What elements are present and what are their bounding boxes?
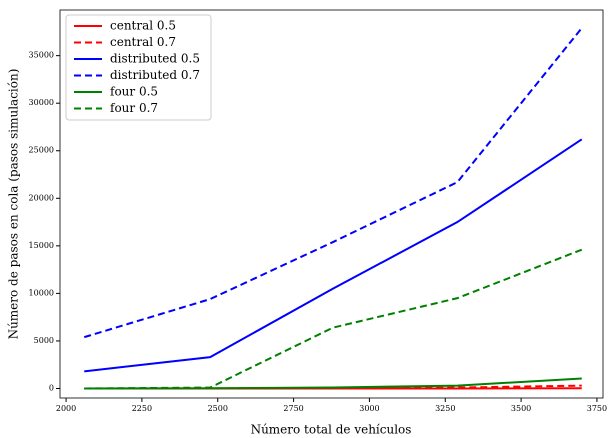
x-tick-label: 3000 bbox=[359, 404, 379, 413]
y-tick-label: 30000 bbox=[29, 98, 54, 107]
y-tick-label: 25000 bbox=[29, 146, 54, 155]
legend-label: central 0.5 bbox=[110, 19, 176, 33]
x-axis-label: Número total de vehículos bbox=[251, 423, 412, 437]
y-tick-label: 35000 bbox=[29, 51, 54, 60]
legend-label: distributed 0.5 bbox=[110, 52, 200, 66]
x-tick-label: 2750 bbox=[283, 404, 303, 413]
series-line bbox=[83, 27, 583, 339]
y-tick-label: 20000 bbox=[29, 193, 54, 202]
x-tick-label: 3500 bbox=[511, 404, 531, 413]
legend-label: four 0.7 bbox=[110, 101, 158, 115]
legend-label: central 0.7 bbox=[110, 35, 176, 49]
x-tick-label: 2500 bbox=[208, 404, 228, 413]
y-tick-label: 10000 bbox=[29, 288, 54, 297]
series-line bbox=[84, 248, 583, 390]
x-tick-label: 3750 bbox=[587, 404, 607, 413]
legend-label: distributed 0.7 bbox=[110, 68, 200, 82]
y-axis-label: Número de pasos en cola (pasos simulació… bbox=[7, 69, 21, 340]
plot-frame bbox=[59, 9, 604, 399]
legend-box bbox=[65, 14, 212, 121]
x-tick-label: 2000 bbox=[56, 404, 76, 413]
y-tick-label: 5000 bbox=[34, 336, 54, 345]
x-tick-label: 3250 bbox=[435, 404, 455, 413]
x-tick-label: 2250 bbox=[132, 404, 152, 413]
legend-label: four 0.5 bbox=[110, 85, 158, 99]
series-line bbox=[84, 138, 583, 373]
y-tick-label: 0 bbox=[49, 383, 54, 392]
y-tick-label: 15000 bbox=[29, 241, 54, 250]
